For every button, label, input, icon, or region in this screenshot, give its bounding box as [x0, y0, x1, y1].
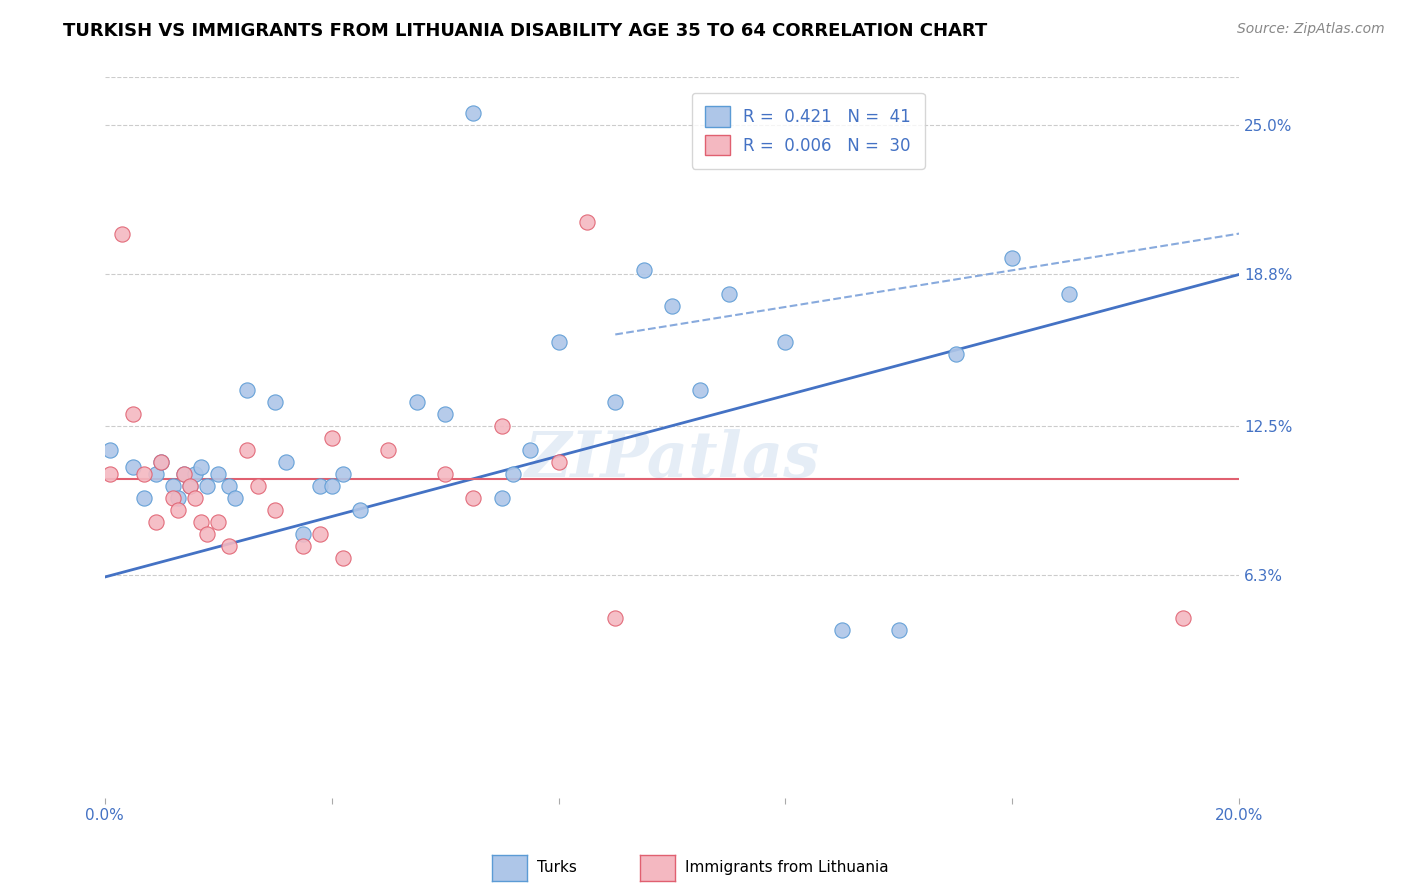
Point [173, 467, 195, 481]
Point [605, 394, 627, 409]
Point [434, 467, 457, 481]
Point [111, 227, 134, 241]
Point [190, 459, 212, 474]
Point [377, 442, 399, 457]
Point [150, 455, 173, 469]
Point [1001, 251, 1024, 265]
Point [264, 503, 287, 517]
Point [605, 611, 627, 625]
Point [887, 623, 910, 637]
Point [945, 347, 967, 361]
Point [134, 491, 156, 505]
Point [145, 467, 167, 481]
Point [162, 491, 184, 505]
Point [547, 455, 569, 469]
Point [491, 491, 513, 505]
Point [122, 459, 145, 474]
Point [195, 479, 218, 493]
Point [831, 623, 853, 637]
Point [207, 515, 229, 529]
Legend: R =  0.421   N =  41, R =  0.006   N =  30: R = 0.421 N = 41, R = 0.006 N = 30 [692, 93, 925, 169]
Point [292, 539, 315, 553]
Point [519, 442, 541, 457]
Point [689, 383, 711, 397]
Point [775, 334, 797, 349]
Point [434, 407, 457, 421]
Point [195, 526, 218, 541]
Text: Immigrants from Lithuania: Immigrants from Lithuania [685, 861, 889, 875]
Point [190, 515, 212, 529]
Point [218, 479, 240, 493]
Point [235, 383, 257, 397]
Point [98, 442, 121, 457]
Point [184, 467, 207, 481]
Point [575, 214, 598, 228]
Point [145, 515, 167, 529]
Point [246, 479, 269, 493]
Text: ZIPatlas: ZIPatlas [524, 429, 820, 490]
Point [1057, 286, 1080, 301]
Point [321, 431, 343, 445]
Point [633, 262, 655, 277]
Point [264, 394, 287, 409]
Point [463, 106, 485, 120]
Point [179, 479, 201, 493]
Point [179, 479, 201, 493]
Point [184, 491, 207, 505]
Point [405, 394, 427, 409]
Point [98, 467, 121, 481]
Point [292, 526, 315, 541]
Point [502, 467, 524, 481]
Point [173, 467, 195, 481]
Point [162, 479, 184, 493]
Point [309, 526, 332, 541]
Point [491, 418, 513, 433]
Point [349, 503, 371, 517]
Text: Turks: Turks [537, 861, 576, 875]
Point [167, 503, 190, 517]
Text: Source: ZipAtlas.com: Source: ZipAtlas.com [1237, 22, 1385, 37]
Point [332, 550, 354, 565]
Point [332, 467, 354, 481]
Point [1171, 611, 1194, 625]
Point [276, 455, 298, 469]
Point [661, 299, 683, 313]
Point [224, 491, 246, 505]
Text: TURKISH VS IMMIGRANTS FROM LITHUANIA DISABILITY AGE 35 TO 64 CORRELATION CHART: TURKISH VS IMMIGRANTS FROM LITHUANIA DIS… [63, 22, 987, 40]
Point [235, 442, 257, 457]
Point [167, 491, 190, 505]
Point [207, 467, 229, 481]
Point [309, 479, 332, 493]
Point [218, 539, 240, 553]
Point [150, 455, 173, 469]
Point [122, 407, 145, 421]
Point [717, 286, 740, 301]
Point [134, 467, 156, 481]
Point [321, 479, 343, 493]
Point [547, 334, 569, 349]
Point [463, 491, 485, 505]
